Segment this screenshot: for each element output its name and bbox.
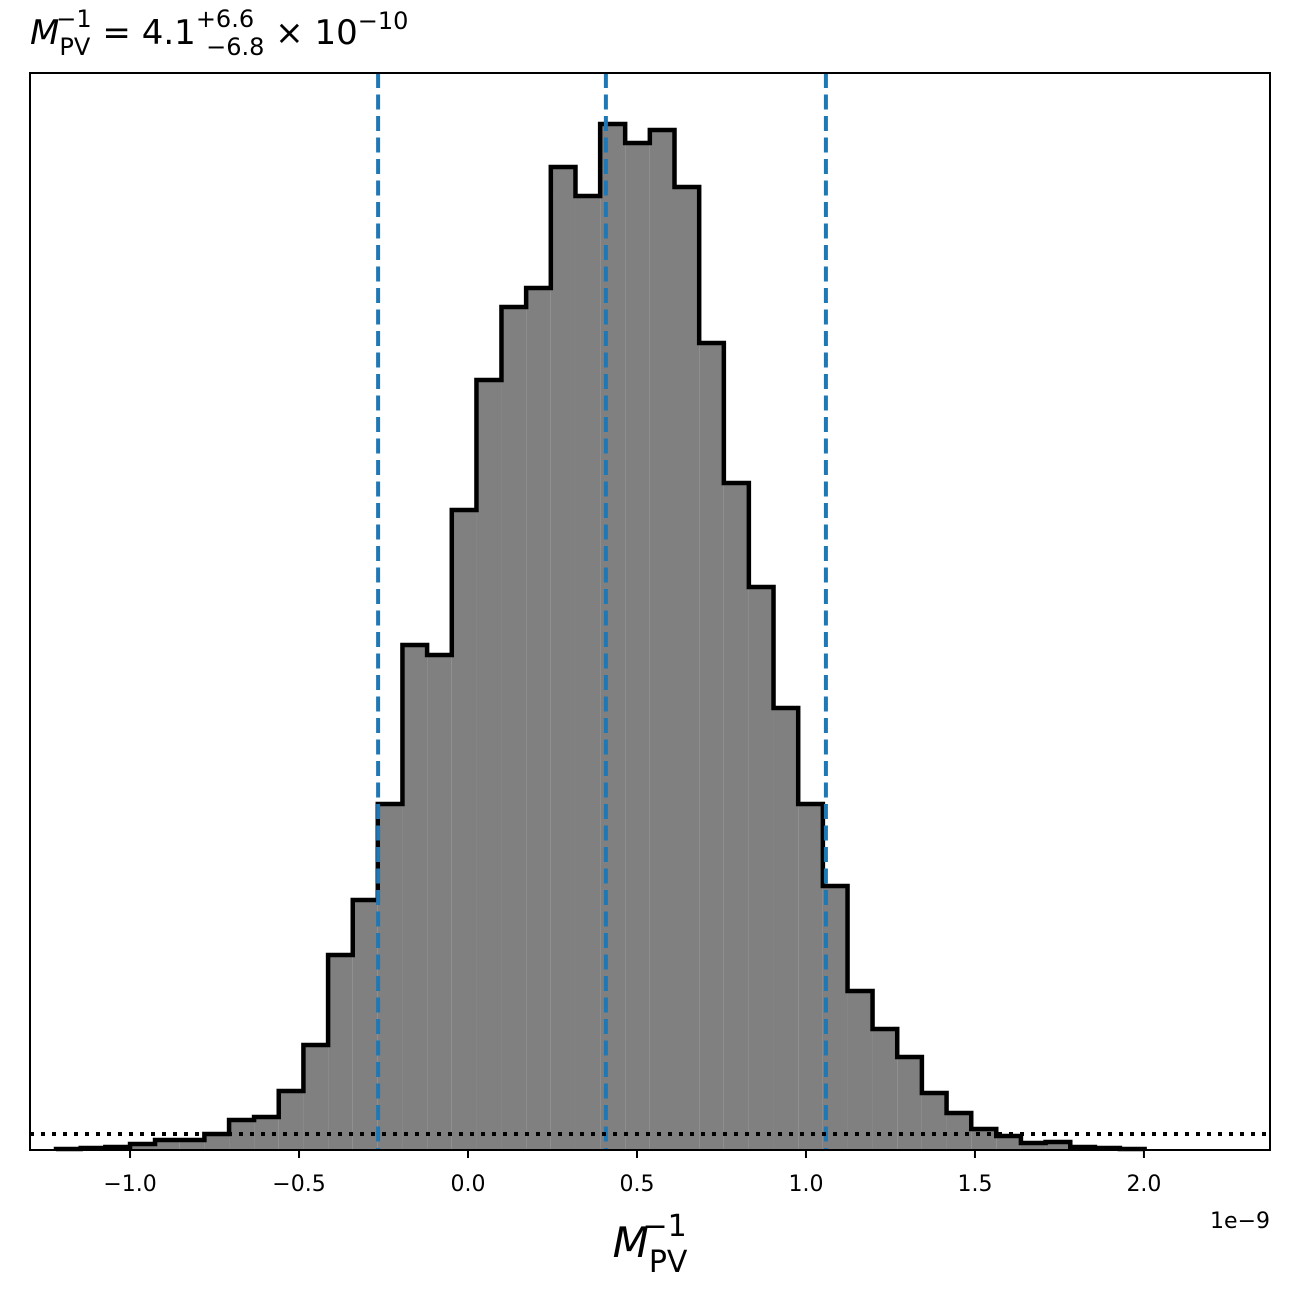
x-tick-label: −0.5 bbox=[272, 1172, 325, 1197]
bar bbox=[328, 955, 353, 1150]
x-tick-label: −1.0 bbox=[103, 1172, 156, 1197]
plot-frame bbox=[29, 72, 1271, 1151]
bar bbox=[649, 130, 675, 1150]
bar bbox=[1020, 1143, 1046, 1150]
bar bbox=[897, 1057, 922, 1150]
bar bbox=[526, 288, 551, 1150]
chart-title: MPV−1 = 4.1+6.6 −6.8 × 10−10 bbox=[30, 5, 408, 61]
bar bbox=[723, 483, 749, 1150]
bar bbox=[625, 143, 650, 1150]
bar bbox=[847, 991, 873, 1150]
bar bbox=[550, 167, 576, 1150]
x-axis-label: MPV−1 bbox=[613, 1209, 688, 1280]
bar bbox=[352, 900, 378, 1150]
x-offset-label: 1e−9 bbox=[1210, 1209, 1270, 1234]
bar bbox=[476, 380, 502, 1150]
bar bbox=[699, 343, 724, 1150]
bar bbox=[798, 804, 823, 1150]
bar bbox=[971, 1129, 997, 1150]
histogram-outline bbox=[53, 121, 1147, 1152]
bar bbox=[674, 187, 700, 1150]
bar bbox=[155, 1140, 180, 1150]
bar bbox=[946, 1113, 972, 1150]
x-tick-label: 0.5 bbox=[619, 1172, 654, 1197]
bar bbox=[278, 1091, 304, 1150]
bar bbox=[872, 1029, 898, 1150]
bar bbox=[501, 307, 527, 1150]
bar bbox=[921, 1093, 947, 1150]
bar bbox=[179, 1140, 205, 1150]
bar bbox=[451, 510, 477, 1150]
bar bbox=[1045, 1142, 1071, 1150]
x-tick-label: 2.0 bbox=[1126, 1172, 1161, 1197]
bar bbox=[996, 1136, 1021, 1150]
bar bbox=[773, 708, 799, 1150]
bar bbox=[130, 1144, 156, 1150]
x-tick-label: 1.0 bbox=[788, 1172, 823, 1197]
x-tick-label: 0.0 bbox=[451, 1172, 486, 1197]
bar bbox=[377, 804, 403, 1150]
bar bbox=[204, 1134, 230, 1150]
bar bbox=[748, 587, 774, 1150]
bar bbox=[402, 645, 428, 1150]
x-tick-label: 1.5 bbox=[957, 1172, 992, 1197]
bar bbox=[427, 655, 452, 1150]
bar bbox=[575, 196, 601, 1150]
